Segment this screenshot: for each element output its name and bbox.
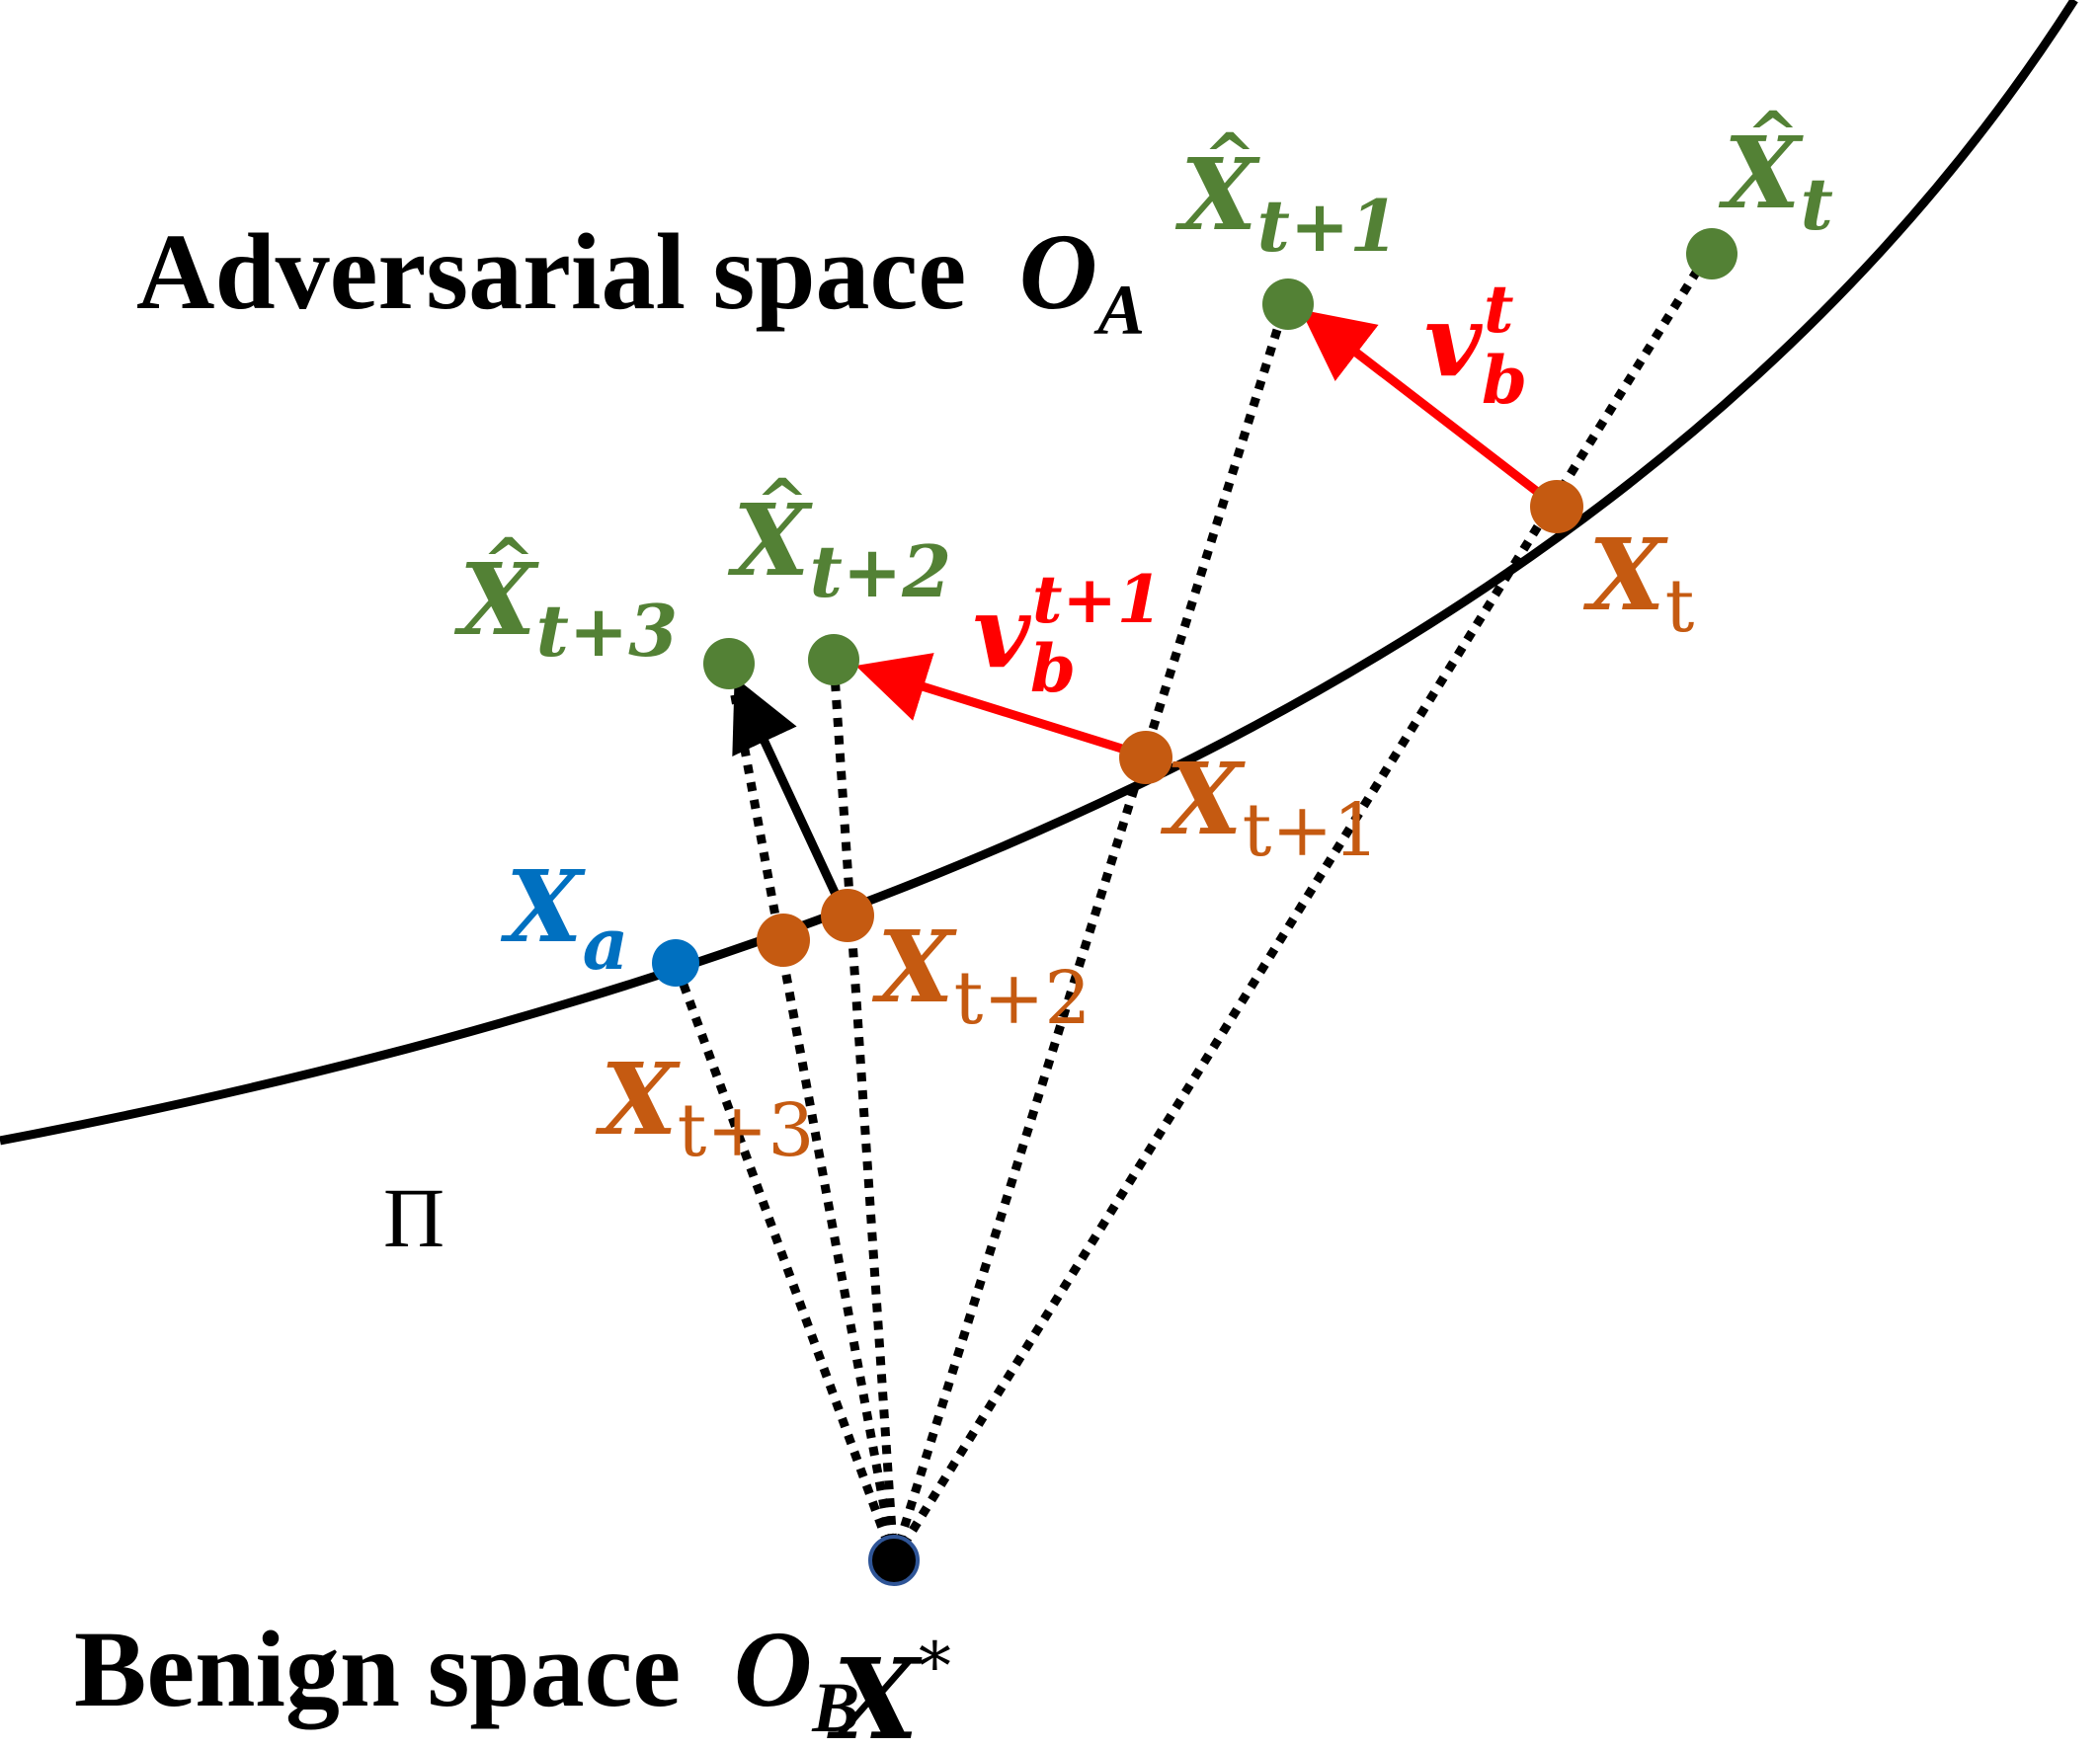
ray-to-x-a bbox=[671, 961, 899, 1562]
label-x-t2-sub: t+2 bbox=[954, 956, 1091, 1041]
svg-text:Xt+1: Xt+1 bbox=[1174, 136, 1399, 268]
point-x-t3 bbox=[757, 914, 810, 967]
label-v-b-t-sup: t bbox=[1484, 271, 1514, 348]
vector-v-b-t1 bbox=[855, 653, 1146, 760]
point-xhat-t1 bbox=[1262, 278, 1314, 330]
point-xhat-t3 bbox=[703, 638, 755, 689]
label-x-a-sub: a bbox=[583, 902, 629, 986]
label-x-a-base: X bbox=[500, 848, 586, 965]
label-xhat-t3: ^ Xt+3 bbox=[453, 524, 678, 673]
decision-boundary-curve bbox=[0, 0, 2078, 1146]
ray-to-xhat-t1 bbox=[889, 299, 1291, 1562]
label-x-t1-sub: t+1 bbox=[1243, 788, 1380, 873]
label-xhat-t3-sub: t+3 bbox=[536, 589, 679, 673]
adversarial-space-label: Adversarial space OA bbox=[136, 211, 1145, 350]
label-x-t3-sub: t+3 bbox=[678, 1088, 815, 1173]
adversarial-space-symbol: O bbox=[1019, 211, 1097, 332]
label-xhat-t2-sub: t+2 bbox=[810, 529, 952, 613]
label-x-star: X* bbox=[827, 1629, 951, 1750]
label-xhat-t-sub: t bbox=[1801, 162, 1833, 246]
ray-to-xhat-t2 bbox=[829, 659, 899, 1561]
point-x-t bbox=[1530, 480, 1583, 533]
label-xhat-t-hat: ^ bbox=[1746, 98, 1800, 172]
label-x-star-sup: * bbox=[919, 1629, 951, 1705]
label-x-t: Xt bbox=[1582, 517, 1695, 649]
benign-space-label: Benign space OB bbox=[74, 1609, 859, 1747]
label-x-star-base: X bbox=[827, 1635, 923, 1750]
label-x-t2-base: X bbox=[871, 909, 957, 1025]
label-x-t2: Xt+2 bbox=[871, 909, 1090, 1041]
label-xhat-t3-hat: ^ bbox=[482, 524, 535, 598]
svg-text:Xt+2: Xt+2 bbox=[727, 482, 951, 613]
point-xhat-t bbox=[1686, 228, 1737, 279]
label-v-b-t1: v t+1 b bbox=[973, 561, 1163, 707]
label-xhat-t1-base: X bbox=[1174, 136, 1260, 253]
dotted-rays bbox=[671, 249, 1713, 1563]
label-xhat-t3-base: X bbox=[453, 541, 539, 658]
point-x-t1 bbox=[1119, 731, 1172, 784]
benign-space-symbol: O bbox=[734, 1609, 812, 1729]
label-v-b-t: v t b bbox=[1424, 271, 1527, 419]
vector-step-t3 bbox=[732, 676, 849, 915]
adversarial-space-text: Adversarial space bbox=[136, 211, 966, 332]
svg-text:Xt+3: Xt+3 bbox=[453, 541, 678, 673]
label-xhat-t2: ^ Xt+2 bbox=[727, 465, 951, 613]
point-x-t2 bbox=[821, 889, 874, 942]
label-xhat-t2-hat: ^ bbox=[756, 465, 809, 539]
label-xhat-t-base: X bbox=[1718, 115, 1804, 231]
label-x-t-base: X bbox=[1582, 517, 1668, 633]
label-v-b-t1-base: v bbox=[973, 574, 1031, 690]
label-xhat-t: ^ Xt bbox=[1718, 98, 1833, 246]
benign-space-subscript: B bbox=[811, 1668, 859, 1747]
label-xhat-t1-hat: ^ bbox=[1203, 119, 1256, 194]
svg-text:Xt: Xt bbox=[1718, 115, 1833, 246]
label-xhat-t1: ^ Xt+1 bbox=[1174, 119, 1399, 268]
point-x-a bbox=[652, 939, 699, 987]
label-x-t-sub: t bbox=[1665, 564, 1695, 649]
point-xhat-t2 bbox=[808, 634, 859, 685]
label-x-t1: Xt+1 bbox=[1160, 741, 1379, 873]
boundary-symbol-pi: Π bbox=[383, 1170, 444, 1265]
vector-v-b-t bbox=[1300, 309, 1556, 508]
label-xhat-t2-base: X bbox=[727, 482, 813, 598]
label-v-b-t1-sub: b bbox=[1030, 630, 1076, 707]
label-x-t3: Xt+3 bbox=[595, 1041, 814, 1173]
label-x-t1-base: X bbox=[1160, 741, 1246, 857]
benign-space-text: Benign space bbox=[74, 1609, 681, 1729]
label-xhat-t1-sub: t+1 bbox=[1257, 184, 1400, 268]
ray-to-xhat-t bbox=[890, 249, 1713, 1563]
label-v-b-t1-sup: t+1 bbox=[1032, 561, 1163, 638]
label-v-b-t-base: v bbox=[1424, 282, 1483, 399]
adversarial-space-subscript: A bbox=[1093, 271, 1145, 350]
label-x-t3-base: X bbox=[595, 1041, 681, 1157]
label-x-a: Xa bbox=[500, 848, 628, 986]
label-v-b-t-sub: b bbox=[1482, 342, 1527, 419]
point-x-star bbox=[868, 1535, 920, 1586]
